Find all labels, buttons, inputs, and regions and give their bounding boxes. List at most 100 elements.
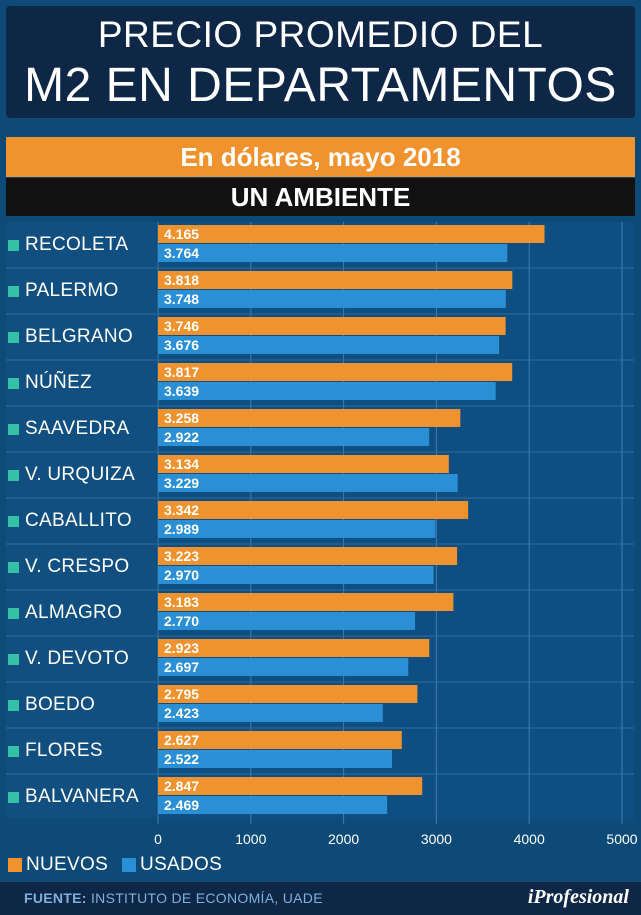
x-tick-label: 1000 <box>235 831 266 847</box>
bar-value-label: 3.764 <box>164 245 199 261</box>
bar-nuevos <box>158 777 423 795</box>
bar-value-label: 2.795 <box>164 686 199 702</box>
source-note: FUENTE: INSTITUTO DE ECONOMÍA, UADE <box>24 890 323 906</box>
bar-nuevos <box>158 363 513 381</box>
category-label-text: SAAVEDRA <box>25 418 130 439</box>
subtitle-banner: En dólares, mayo 2018 <box>6 137 635 177</box>
bar-nuevos <box>158 317 506 335</box>
bar-value-label: 2.770 <box>164 613 199 629</box>
category-label: PALERMO <box>8 268 158 314</box>
bar-nuevos <box>158 501 469 519</box>
category-label-text: BOEDO <box>25 694 96 715</box>
category-label: V. CRESPO <box>8 544 158 590</box>
category-label-text: V. CRESPO <box>25 556 130 577</box>
category-label-text: FLORES <box>25 740 103 761</box>
x-tick-label: 5000 <box>606 831 637 847</box>
category-label-text: BELGRANO <box>25 326 133 347</box>
legend-swatch-usados <box>122 858 137 872</box>
category-label-column <box>6 222 156 818</box>
bar-usados <box>158 750 393 768</box>
category-label-text: PALERMO <box>25 280 119 301</box>
category-marker <box>8 331 19 343</box>
bar-nuevos <box>158 731 402 749</box>
bar-value-label: 2.423 <box>164 705 199 721</box>
bar-value-label: 2.522 <box>164 751 199 767</box>
brand-logo: iProfesional <box>527 886 629 908</box>
category-label-text: ALMAGRO <box>25 602 123 623</box>
category-marker <box>8 285 19 297</box>
bar-usados <box>158 336 500 354</box>
title-box: PRECIO PROMEDIO DEL M2 EN DEPARTAMENTOS <box>6 6 635 118</box>
category-label-text: V. URQUIZA <box>25 464 135 485</box>
bar-usados <box>158 704 383 722</box>
legend-item-nuevos: NUEVOS <box>8 854 108 876</box>
bar-value-label: 3.342 <box>164 502 199 518</box>
bar-nuevos <box>158 271 513 289</box>
bar-nuevos <box>158 639 430 657</box>
bar-usados <box>158 474 458 492</box>
category-marker <box>8 745 19 757</box>
bar-value-label: 3.258 <box>164 410 199 426</box>
bar-value-label: 2.627 <box>164 732 199 748</box>
legend-label-usados: USADOS <box>140 854 223 875</box>
bar-value-label: 3.746 <box>164 318 199 334</box>
category-label: RECOLETA <box>8 222 158 268</box>
bar-nuevos <box>158 547 458 565</box>
legend-swatch-nuevos <box>8 858 22 872</box>
x-tick-label: 4000 <box>514 831 545 847</box>
x-tick-label: 2000 <box>328 831 359 847</box>
source-label: FUENTE: <box>24 890 87 906</box>
bar-chart: 0 1000 2000 3000 4000 5000 4.165 3.764 3.818 3.74… <box>6 222 638 847</box>
title-line-2: M2 EN DEPARTAMENTOS <box>24 59 617 112</box>
category-label-text: NÚÑEZ <box>25 372 92 393</box>
category-marker <box>8 377 19 389</box>
bar-usados <box>158 796 388 814</box>
bar-value-label: 3.223 <box>164 548 199 564</box>
category-marker <box>8 561 19 573</box>
bar-usados <box>158 566 434 584</box>
category-label-text: RECOLETA <box>25 234 129 255</box>
bar-value-label: 3.639 <box>164 383 199 399</box>
footer: FUENTE: INSTITUTO DE ECONOMÍA, UADE iPro… <box>0 882 641 915</box>
bar-usados <box>158 244 508 262</box>
legend-item-usados: USADOS <box>122 854 222 876</box>
category-label: CABALLITO <box>8 498 158 544</box>
bar-nuevos <box>158 593 454 611</box>
bar-usados <box>158 290 506 308</box>
source-text: INSTITUTO DE ECONOMÍA, UADE <box>90 890 323 906</box>
bar-usados <box>158 428 430 446</box>
bar-nuevos <box>158 455 449 473</box>
bar-usados <box>158 612 416 630</box>
category-label: V. URQUIZA <box>8 452 158 498</box>
bar-value-label: 3.229 <box>164 475 199 491</box>
bar-value-label: 2.847 <box>164 778 199 794</box>
category-marker <box>8 469 19 481</box>
category-label-text: V. DEVOTO <box>25 648 130 669</box>
bar-usados <box>158 520 436 538</box>
x-tick-label: 3000 <box>421 831 452 847</box>
bar-value-label: 2.922 <box>164 429 199 445</box>
bar-value-label: 2.697 <box>164 659 199 675</box>
category-label: FLORES <box>8 728 158 774</box>
category-marker <box>8 515 19 527</box>
bar-value-label: 2.989 <box>164 521 199 537</box>
bar-value-label: 3.134 <box>164 456 199 472</box>
title-line-1: PRECIO PROMEDIO DEL <box>97 14 544 55</box>
category-marker <box>8 653 19 665</box>
category-marker <box>8 791 19 803</box>
category-marker <box>8 699 19 711</box>
category-label: SAAVEDRA <box>8 406 158 452</box>
bar-value-label: 4.165 <box>164 226 199 242</box>
bar-value-label: 3.818 <box>164 272 199 288</box>
bar-value-label: 3.748 <box>164 291 199 307</box>
category-label: ALMAGRO <box>8 590 158 636</box>
category-label: BOEDO <box>8 682 158 728</box>
bar-value-label: 2.923 <box>164 640 199 656</box>
category-marker <box>8 239 19 251</box>
bar-usados <box>158 382 496 400</box>
category-marker <box>8 607 19 619</box>
bar-usados <box>158 658 409 676</box>
legend-label-nuevos: NUEVOS <box>26 854 109 875</box>
category-label: NÚÑEZ <box>8 360 158 406</box>
bar-value-label: 3.817 <box>164 364 199 380</box>
